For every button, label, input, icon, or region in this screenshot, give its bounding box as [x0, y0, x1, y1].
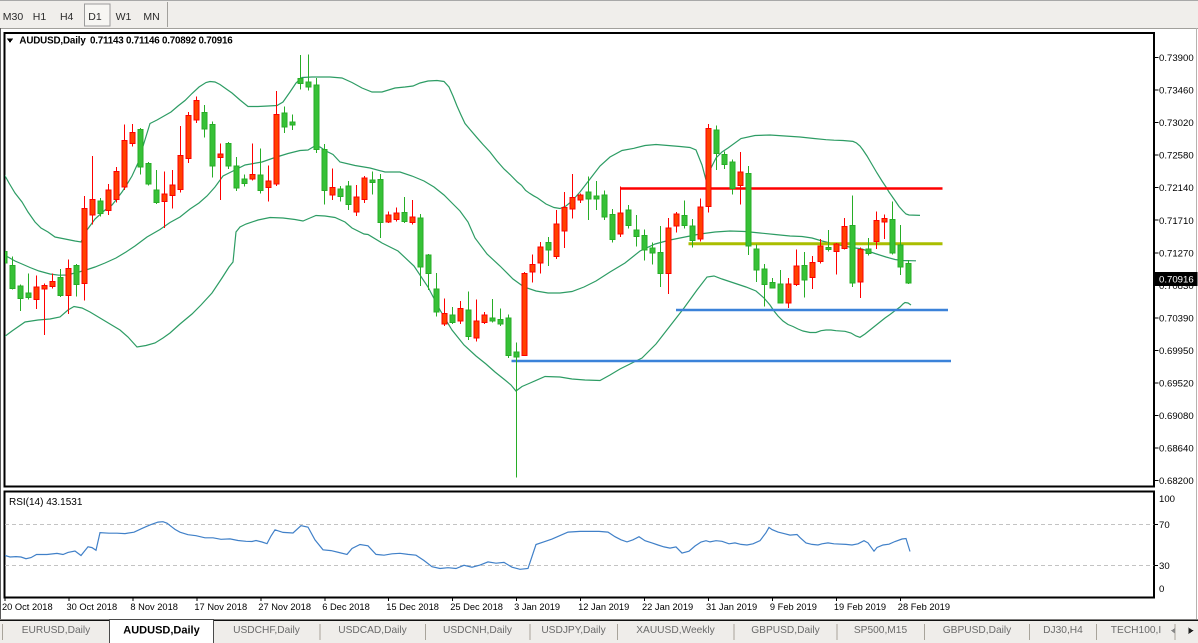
- svg-text:0.73020: 0.73020: [1159, 118, 1194, 129]
- svg-text:0.72580: 0.72580: [1159, 151, 1194, 162]
- svg-text:USDJPY,Daily: USDJPY,Daily: [541, 625, 606, 636]
- svg-text:H4: H4: [60, 11, 74, 23]
- svg-text:25 Dec 2018: 25 Dec 2018: [450, 602, 503, 612]
- svg-text:H1: H1: [33, 11, 47, 23]
- svg-text:0.69520: 0.69520: [1159, 379, 1194, 390]
- svg-text:W1: W1: [116, 11, 132, 23]
- svg-text:0.73460: 0.73460: [1159, 86, 1194, 97]
- svg-text:0.68200: 0.68200: [1159, 476, 1194, 487]
- svg-text:19 Feb 2019: 19 Feb 2019: [834, 602, 886, 612]
- svg-text:AUDUSD,Daily: AUDUSD,Daily: [19, 36, 86, 47]
- svg-text:0.71710: 0.71710: [1159, 216, 1194, 227]
- svg-text:6 Dec 2018: 6 Dec 2018: [322, 602, 370, 612]
- svg-text:XAUUSD,Weekly: XAUUSD,Weekly: [636, 625, 715, 636]
- svg-text:70: 70: [1159, 520, 1170, 531]
- svg-text:0.71143 0.71146 0.70892 0.7091: 0.71143 0.71146 0.70892 0.70916: [90, 36, 233, 47]
- svg-text:100: 100: [1159, 494, 1175, 505]
- svg-text:USDCAD,Daily: USDCAD,Daily: [338, 625, 407, 636]
- svg-text:0.69080: 0.69080: [1159, 411, 1194, 422]
- svg-text:28 Feb 2019: 28 Feb 2019: [898, 602, 950, 612]
- svg-text:M30: M30: [3, 11, 24, 23]
- svg-text:AUDUSD,Daily: AUDUSD,Daily: [123, 625, 200, 637]
- svg-text:3 Jan 2019: 3 Jan 2019: [514, 602, 560, 612]
- svg-text:12 Jan 2019: 12 Jan 2019: [578, 602, 629, 612]
- svg-text:8 Nov 2018: 8 Nov 2018: [130, 602, 178, 612]
- svg-text:SP500,M15: SP500,M15: [854, 625, 908, 636]
- svg-text:31 Jan 2019: 31 Jan 2019: [706, 602, 757, 612]
- svg-text:GBPUSD,Daily: GBPUSD,Daily: [943, 625, 1012, 636]
- svg-text:0.71270: 0.71270: [1159, 248, 1194, 259]
- svg-text:17 Nov 2018: 17 Nov 2018: [194, 602, 247, 612]
- svg-text:RSI(14) 43.1531: RSI(14) 43.1531: [9, 497, 83, 508]
- svg-text:22 Jan 2019: 22 Jan 2019: [642, 602, 693, 612]
- svg-text:DJ30,H4: DJ30,H4: [1043, 625, 1083, 636]
- svg-text:MN: MN: [143, 11, 159, 23]
- svg-text:30 Oct 2018: 30 Oct 2018: [67, 602, 118, 612]
- svg-text:EURUSD,Daily: EURUSD,Daily: [22, 625, 91, 636]
- svg-text:0: 0: [1159, 584, 1164, 595]
- svg-text:GBPUSD,Daily: GBPUSD,Daily: [751, 625, 820, 636]
- svg-text:0.72140: 0.72140: [1159, 183, 1194, 194]
- svg-text:0.68640: 0.68640: [1159, 444, 1194, 455]
- svg-text:D1: D1: [88, 11, 102, 23]
- svg-text:0.70916: 0.70916: [1159, 275, 1194, 286]
- svg-text:27 Nov 2018: 27 Nov 2018: [258, 602, 311, 612]
- svg-text:USDCHF,Daily: USDCHF,Daily: [233, 625, 301, 636]
- svg-text:0.73900: 0.73900: [1159, 53, 1194, 64]
- svg-text:0.70830: 0.70830: [1159, 281, 1194, 292]
- svg-text:0.70390: 0.70390: [1159, 313, 1194, 324]
- svg-text:20 Oct 2018: 20 Oct 2018: [2, 602, 53, 612]
- svg-text:30: 30: [1159, 561, 1170, 572]
- svg-text:9 Feb 2019: 9 Feb 2019: [770, 602, 817, 612]
- svg-text:USDCNH,Daily: USDCNH,Daily: [443, 625, 513, 636]
- svg-text:15 Dec 2018: 15 Dec 2018: [386, 602, 439, 612]
- svg-text:0.69950: 0.69950: [1159, 346, 1194, 357]
- svg-text:TECH100,I: TECH100,I: [1111, 625, 1161, 636]
